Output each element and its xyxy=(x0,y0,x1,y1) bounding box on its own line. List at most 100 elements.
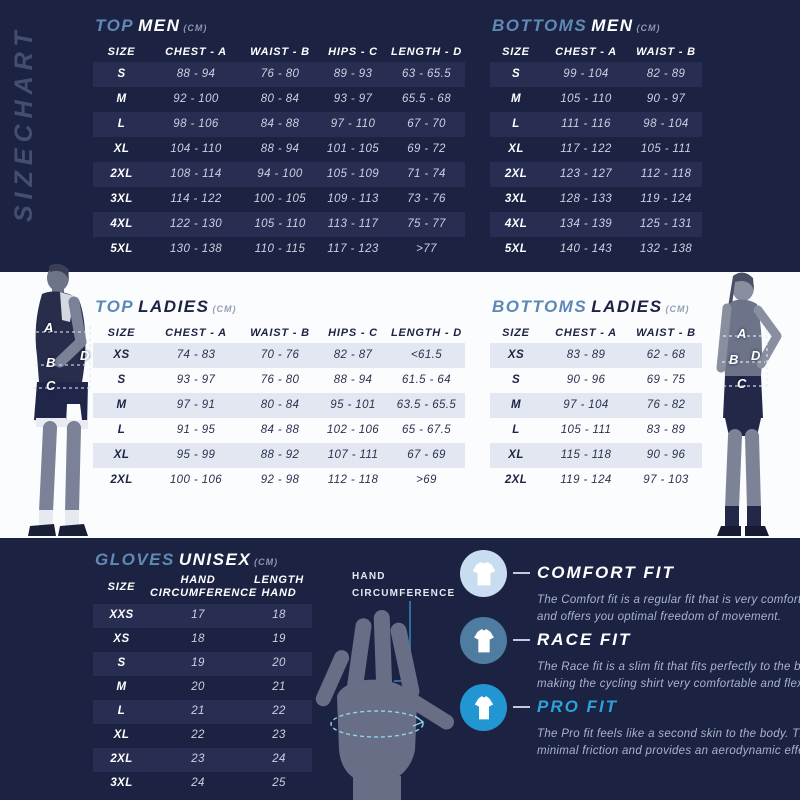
table-row: 2XL 100 - 106 92 - 98 112 - 118 >69 xyxy=(93,468,465,493)
title-accent: TOP xyxy=(95,297,135,316)
desc-line: The Comfort fit is a regular fit that is… xyxy=(537,594,800,606)
table-row: M 105 - 110 90 - 97 xyxy=(490,87,702,112)
cell-value: 102 - 106 xyxy=(326,423,380,436)
cell-value: 105 - 111 xyxy=(560,423,612,436)
desc-line: The Race fit is a slim fit that fits per… xyxy=(537,661,800,673)
cell-value: 69 - 72 xyxy=(407,142,446,155)
table-row: 3XL 114 - 122 100 - 105 109 - 113 73 - 76 xyxy=(93,187,465,212)
table-row: 2XL 108 - 114 94 - 100 105 - 109 71 - 74 xyxy=(93,162,465,187)
bottoms-men-table: SIZE CHEST - A WAIST - B S 99 - 104 82 - 89 M 1… xyxy=(490,42,702,262)
top-ladies-title: TOP LADIES (CM) xyxy=(95,297,236,317)
cell-value: <61.5 xyxy=(410,348,443,361)
column-header: HIPS - C xyxy=(328,326,378,339)
cell-value: 93 - 97 xyxy=(333,92,373,105)
cell-value: 17 xyxy=(191,609,205,622)
bottoms-ladies-table: SIZE CHEST - A WAIST - B XS 83 - 89 62 - 68 S 9… xyxy=(490,323,702,493)
size-label: XL xyxy=(508,142,524,155)
cell-value: 82 - 87 xyxy=(333,348,373,361)
title-unit: (CM) xyxy=(636,23,661,33)
gloves-table: SIZE HAND CIRCUMFERENCE LENGTH HAND XXS 17 18… xyxy=(93,570,312,796)
cell-value: 88 - 94 xyxy=(333,373,373,386)
measure-letter-c: C xyxy=(737,376,747,391)
cell-value: 105 - 110 xyxy=(560,92,612,105)
cell-value: 114 - 122 xyxy=(170,192,222,205)
tshirt-icon xyxy=(460,550,507,597)
tshirt-icon xyxy=(460,617,507,664)
pro-fit-block: PRO FIT The Pro fit feels like a second … xyxy=(460,684,800,761)
top-ladies-table: SIZE CHEST - A WAIST - B HIPS - C LENGTH - D… xyxy=(93,323,465,493)
title-unit: (CM) xyxy=(254,557,279,567)
cell-value: 117 - 122 xyxy=(560,142,612,155)
table-row: 5XL 140 - 143 132 - 138 xyxy=(490,237,702,262)
hand-label-line1: HAND xyxy=(352,571,386,582)
cell-value: 25 xyxy=(272,777,286,790)
comfort-fit-block: COMFORT FIT The Comfort fit is a regular… xyxy=(460,550,800,627)
size-label: 2XL xyxy=(110,167,133,180)
table-row: L 98 - 106 84 - 88 97 - 110 67 - 70 xyxy=(93,112,465,137)
size-label: S xyxy=(117,67,126,80)
cell-value: 84 - 88 xyxy=(260,117,300,130)
cell-value: 63 - 65.5 xyxy=(402,67,451,80)
title-main: MEN xyxy=(591,16,634,35)
size-label: L xyxy=(117,705,126,718)
size-label: 3XL xyxy=(110,777,133,790)
size-label: XL xyxy=(113,729,130,742)
table-row: XS 83 - 89 62 - 68 xyxy=(490,343,702,368)
cell-value: 19 xyxy=(272,633,286,646)
comfort-fit-description: The Comfort fit is a regular fit that is… xyxy=(537,592,800,627)
title-unit: (CM) xyxy=(665,304,690,314)
sizechart-vertical-label: SIZECHART xyxy=(10,25,38,222)
cell-value: 22 xyxy=(272,705,286,718)
cell-value: 65.5 - 68 xyxy=(402,92,451,105)
cell-value: 123 - 127 xyxy=(559,167,613,180)
cell-value: 97 - 103 xyxy=(643,473,689,486)
size-label: 2XL xyxy=(504,473,528,486)
size-label: 5XL xyxy=(504,242,528,255)
cell-value: 71 - 74 xyxy=(407,167,446,180)
cell-value: 24 xyxy=(272,753,286,766)
table-row: M 97 - 91 80 - 84 95 - 101 63.5 - 65.5 xyxy=(93,393,465,418)
cell-value: 23 xyxy=(191,753,205,766)
table-row: L 105 - 111 83 - 89 xyxy=(490,418,702,443)
cell-value: 128 - 133 xyxy=(559,192,613,205)
cell-value: 100 - 105 xyxy=(253,192,307,205)
table-row: XS 18 19 xyxy=(93,628,312,652)
cell-value: 101 - 105 xyxy=(326,142,380,155)
title-unit: (CM) xyxy=(212,304,237,314)
table-row: 2XL 23 24 xyxy=(93,748,312,772)
size-label: XS xyxy=(113,348,130,361)
cell-value: 98 - 104 xyxy=(643,117,689,130)
pro-fit-description: The Pro fit feels like a second skin to … xyxy=(537,726,800,761)
cell-value: 84 - 88 xyxy=(260,423,300,436)
cell-value: 61.5 - 64 xyxy=(402,373,451,386)
hand-label-line2: CIRCUMFERENCE xyxy=(352,588,456,599)
hand-circumference-label: HAND CIRCUMFERENCE xyxy=(352,568,455,602)
table-row: XS 74 - 83 70 - 76 82 - 87 <61.5 xyxy=(93,343,465,368)
cell-value: 107 - 111 xyxy=(327,448,379,461)
cell-value: 76 - 80 xyxy=(260,67,300,80)
cell-value: 119 - 124 xyxy=(640,192,692,205)
cell-value: 18 xyxy=(272,609,286,622)
cell-value: 105 - 109 xyxy=(326,167,380,180)
size-label: 2XL xyxy=(110,473,133,486)
cell-value: 134 - 139 xyxy=(559,217,613,230)
cell-value: 119 - 124 xyxy=(560,473,612,486)
race-fit-description: The Race fit is a slim fit that fits per… xyxy=(537,659,800,694)
title-main: UNISEX xyxy=(178,550,252,569)
table-row: 5XL 130 - 138 110 - 115 117 - 123 >77 xyxy=(93,237,465,262)
cell-value: 69 - 75 xyxy=(646,373,686,386)
size-label: 4XL xyxy=(110,217,133,230)
table-header-row: SIZE CHEST - A WAIST - B xyxy=(490,323,702,343)
size-label: 2XL xyxy=(504,167,528,180)
table-row: S 19 20 xyxy=(93,652,312,676)
table-row: 2XL 119 - 124 97 - 103 xyxy=(490,468,702,493)
column-header: HAND CIRCUMFERENCE xyxy=(150,574,257,599)
size-label: 3XL xyxy=(504,192,528,205)
cell-value: 93 - 97 xyxy=(176,373,216,386)
top-men-table: SIZE CHEST - A WAIST - B HIPS - C LENGTH - D… xyxy=(93,42,465,262)
cell-value: 115 - 118 xyxy=(560,448,612,461)
cell-value: 67 - 69 xyxy=(407,448,446,461)
cell-value: 80 - 84 xyxy=(260,398,300,411)
bottoms-men-title: BOTTOMS MEN (CM) xyxy=(492,16,660,36)
